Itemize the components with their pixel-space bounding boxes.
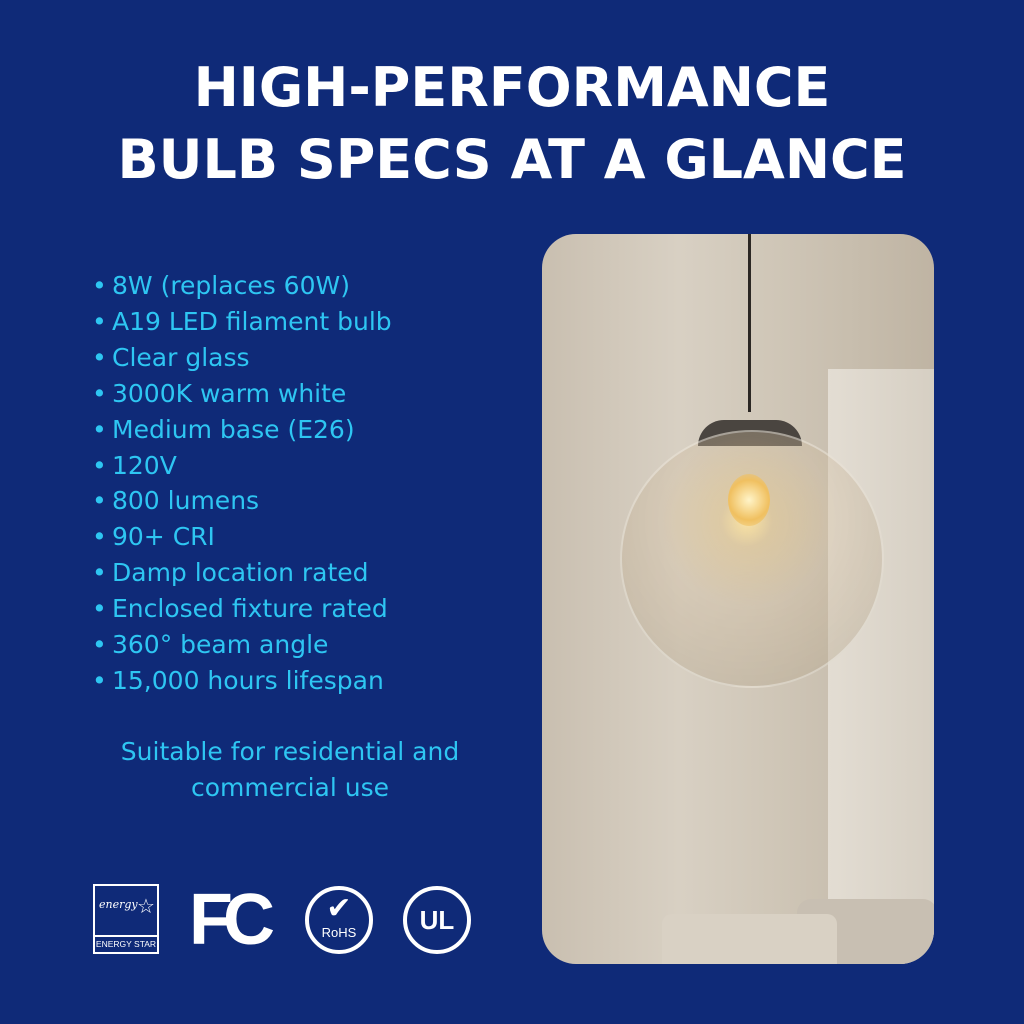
spec-text: 15,000 hours lifespan	[112, 665, 384, 695]
tagline: Suitable for residential and commercial …	[120, 737, 460, 802]
wall-panel	[828, 369, 934, 964]
product-photo-pendant-lamp	[542, 234, 934, 964]
bullet-icon: •	[92, 306, 107, 336]
spec-item: • Clear glass	[92, 340, 392, 376]
spec-item: • Medium base (E26)	[92, 412, 392, 448]
spec-text: Enclosed fixture rated	[112, 594, 388, 624]
spec-text: Medium base (E26)	[112, 414, 355, 444]
energy-star-logo: energy ☆ ENERGY STAR	[93, 884, 159, 954]
spec-item: • 15,000 hours lifespan	[92, 663, 392, 699]
star-icon: ☆	[137, 894, 155, 918]
spec-text: 800 lumens	[112, 486, 260, 516]
fcc-logo: FC	[189, 880, 275, 960]
spec-item: • 8W (replaces 60W)	[92, 268, 392, 304]
spec-item: • 120V	[92, 448, 392, 484]
spec-item: • 90+ CRI	[92, 519, 392, 555]
rohs-logo: ✔ RoHS	[305, 886, 373, 954]
spec-text: 360° beam angle	[112, 630, 329, 660]
spec-item: • Damp location rated	[92, 555, 392, 591]
spec-text: A19 LED filament bulb	[112, 306, 392, 336]
bullet-icon: •	[92, 630, 107, 660]
headline-line-2: BULB SPECS AT A GLANCE	[117, 128, 907, 191]
bullet-icon: •	[92, 271, 107, 300]
spec-text: 3000K warm white	[112, 378, 347, 408]
bullet-icon: •	[92, 522, 107, 552]
spec-item: • 800 lumens	[92, 483, 392, 519]
headline: HIGH-PERFORMANCE BULB SPECS AT A GLANCE	[0, 52, 1024, 196]
ul-logo: UL	[403, 886, 471, 954]
filament-bulb	[728, 474, 770, 526]
spec-item: • 3000K warm white	[92, 376, 392, 412]
spec-text: 90+ CRI	[112, 522, 215, 552]
spec-list: • 8W (replaces 60W) • A19 LED filament bulb…	[92, 268, 392, 699]
spec-item: • 360° beam angle	[92, 627, 392, 663]
bullet-icon: •	[92, 665, 107, 695]
glass-globe	[620, 430, 884, 688]
bullet-icon: •	[92, 594, 107, 624]
pillow	[662, 914, 837, 964]
bullet-icon: •	[92, 558, 107, 588]
bullet-icon: •	[92, 342, 107, 372]
spec-text: Damp location rated	[112, 558, 369, 588]
bullet-icon: •	[92, 378, 107, 408]
spec-text: 8W (replaces 60W)	[112, 271, 350, 300]
bullet-icon: •	[92, 414, 107, 444]
bullet-icon: •	[92, 450, 107, 480]
spec-item: • Enclosed fixture rated	[92, 591, 392, 627]
spec-item: • A19 LED filament bulb	[92, 304, 392, 340]
pendant-cord	[748, 234, 751, 412]
spec-text: 120V	[112, 450, 177, 480]
checkmark-icon: ✔	[326, 891, 352, 926]
headline-line-1: HIGH-PERFORMANCE	[193, 56, 831, 119]
bullet-icon: •	[92, 486, 107, 516]
spec-text: Clear glass	[112, 342, 250, 372]
